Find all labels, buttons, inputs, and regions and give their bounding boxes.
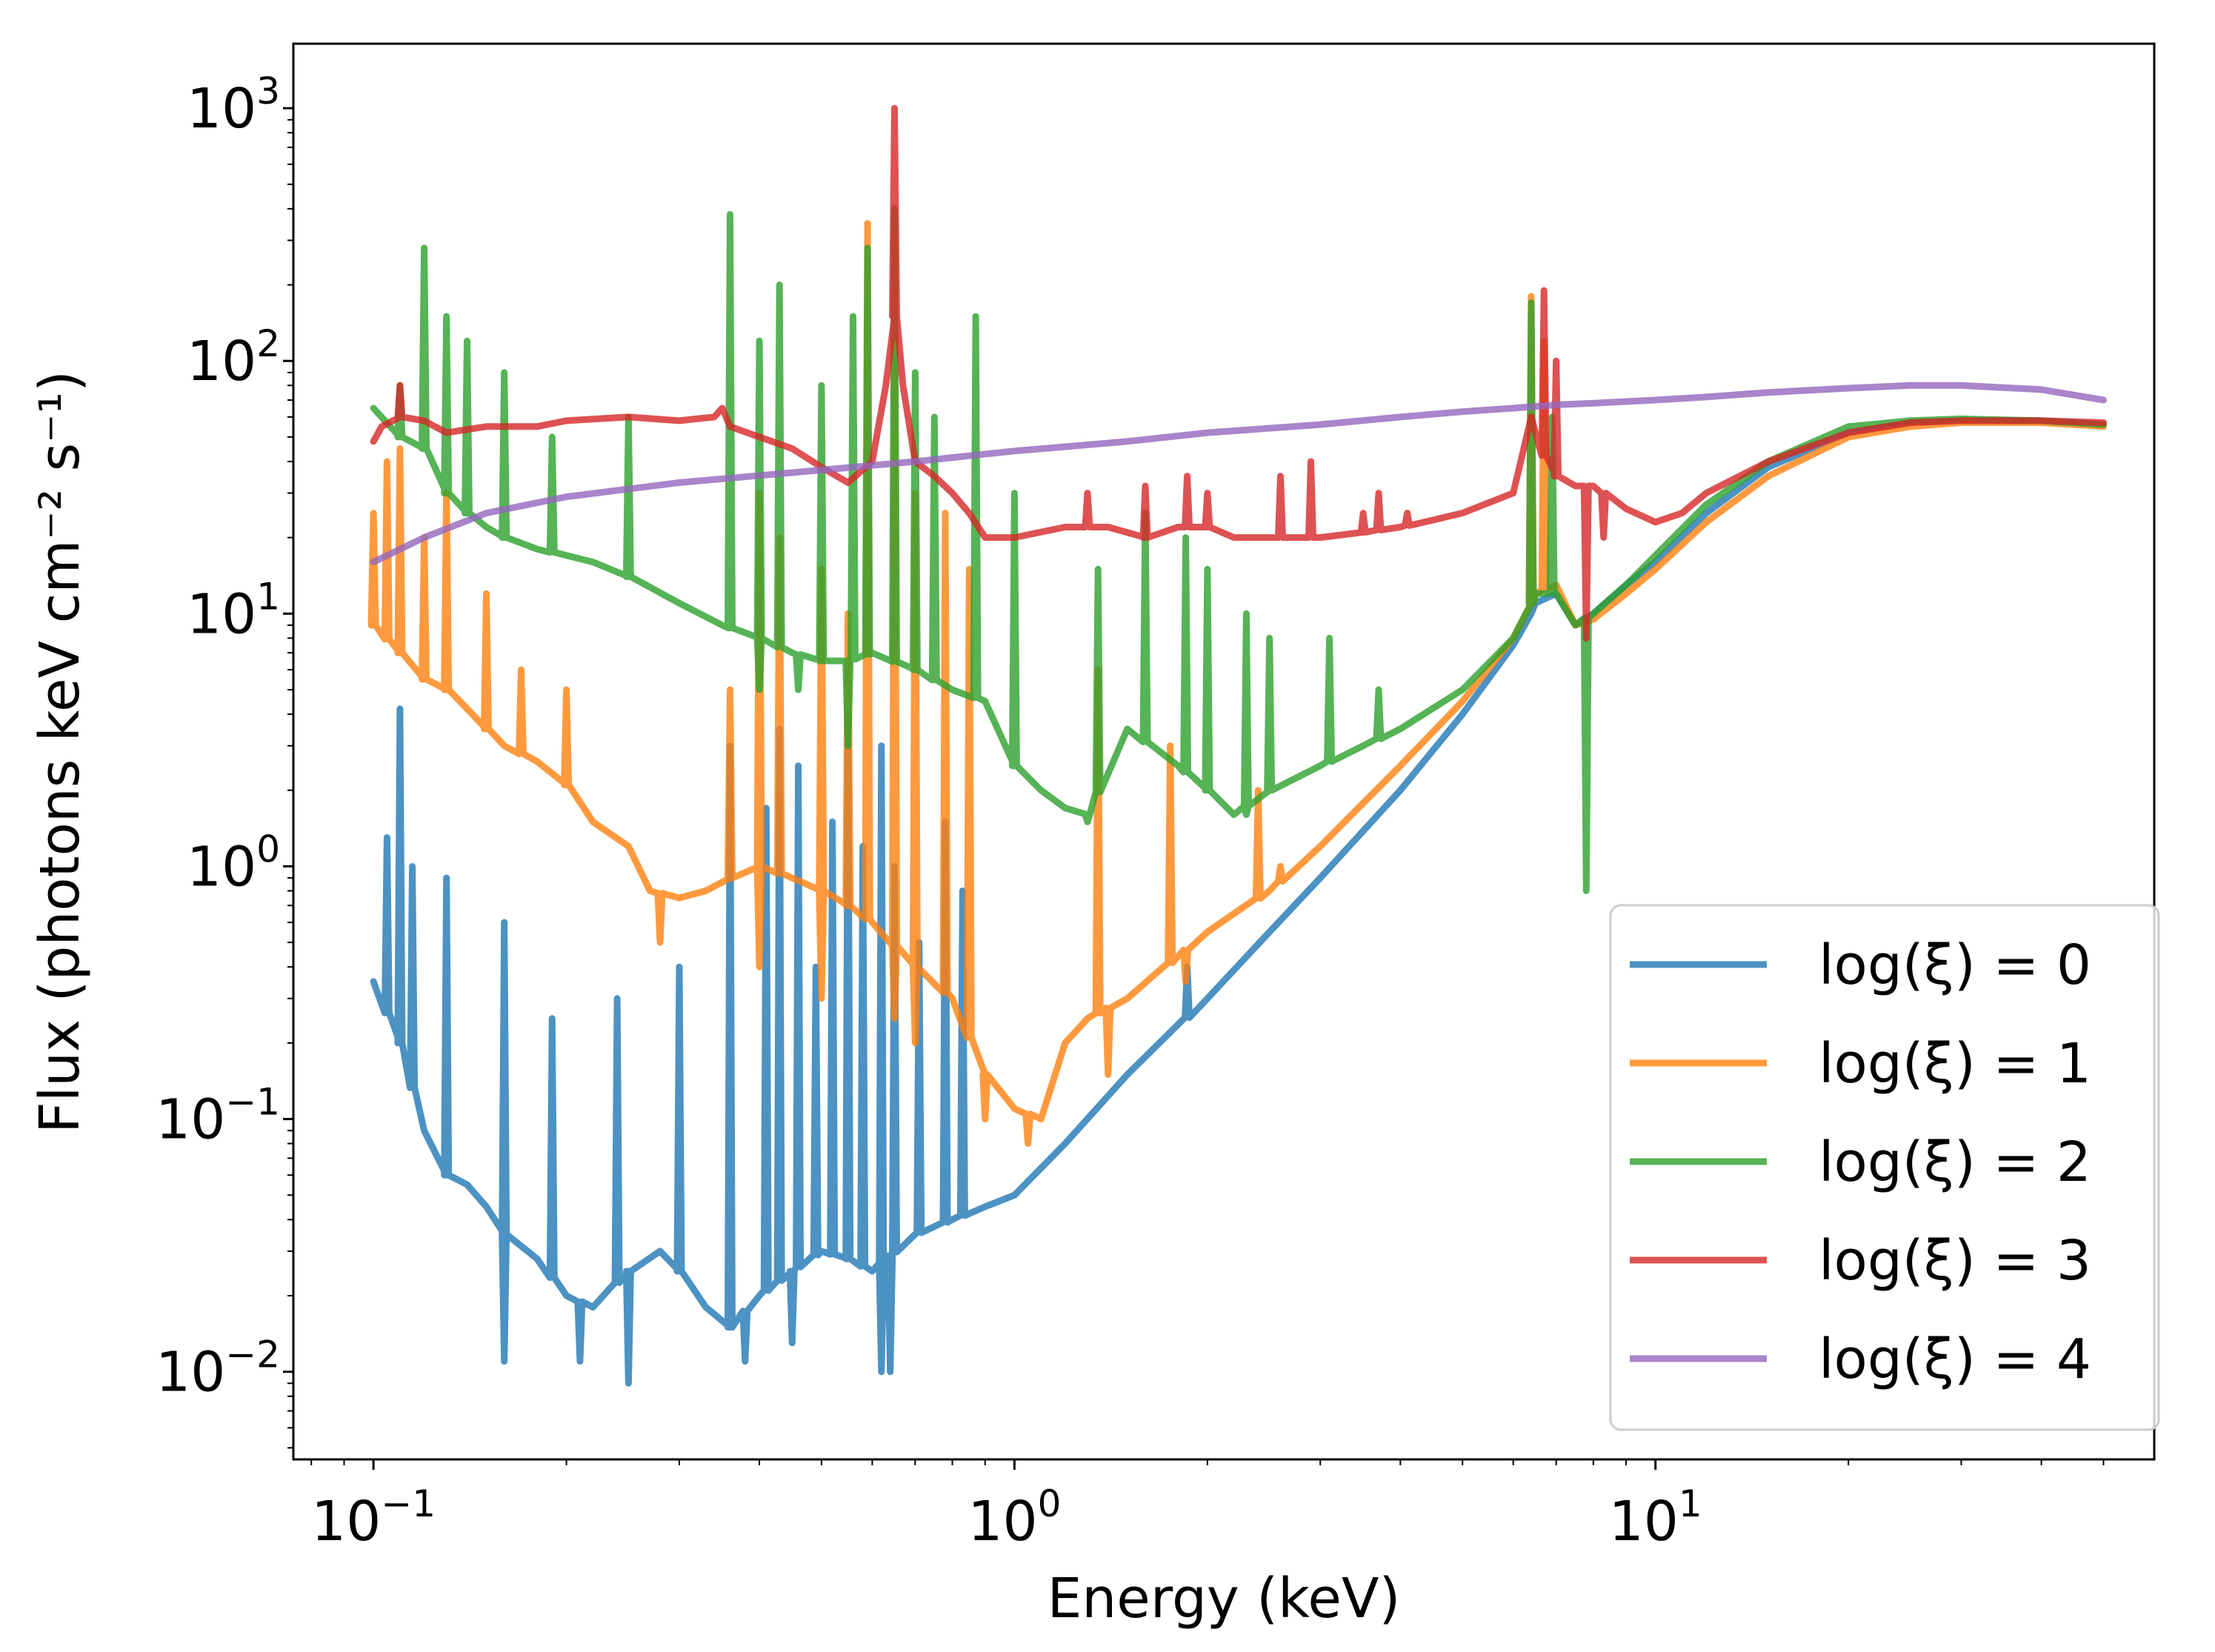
y-tick-base: 10 [187, 77, 256, 141]
y-tick-exponent: −1 [225, 1081, 280, 1124]
y-tick-label: 102 [187, 322, 280, 393]
series-layer [367, 104, 2107, 1387]
y-tick-exponent: 3 [256, 70, 280, 113]
legend-label-3: log(ξ) = 3 [1819, 1229, 2091, 1293]
y-tick-label: 10−1 [156, 1081, 280, 1152]
x-tick-exponent: −1 [381, 1482, 436, 1525]
x-tick-exponent: 0 [1038, 1482, 1062, 1525]
x-tick-exponent: 1 [1679, 1482, 1702, 1525]
legend-box [1609, 904, 2160, 1431]
series-line-4 [370, 382, 2107, 566]
x-tick-base: 10 [1609, 1490, 1679, 1553]
legend-label-4: log(ξ) = 4 [1819, 1328, 2091, 1391]
y-minor-ticks [287, 119, 293, 1449]
y-tick-label: 101 [187, 575, 280, 646]
y-tick-exponent: 0 [256, 827, 280, 870]
plot-frame [292, 42, 2156, 1461]
y-tick-exponent: 2 [256, 322, 280, 365]
series-line-0 [370, 417, 2107, 1387]
y-tick-exponent: −2 [225, 1333, 280, 1376]
y-tick-label: 100 [187, 827, 280, 899]
series-line-1 [367, 220, 2107, 1148]
y-tick-base: 10 [187, 835, 256, 899]
legend-label-2: log(ξ) = 2 [1819, 1130, 2091, 1194]
x-axis-label: Energy (keV) [1047, 1567, 1401, 1631]
legend-label-1: log(ξ) = 1 [1819, 1032, 2091, 1096]
x-tick-base: 10 [311, 1490, 381, 1553]
x-tick-label: 10−1 [311, 1482, 436, 1553]
x-tick-base: 10 [967, 1490, 1037, 1553]
x-tick-label: 101 [1609, 1482, 1702, 1553]
legend: log(ξ) = 0 log(ξ) = 1 log(ξ) = 2 log(ξ) = 3… [1609, 904, 2160, 1431]
y-tick-base: 10 [187, 582, 256, 646]
series-line-2 [370, 205, 2107, 894]
series-line-3 [370, 104, 2107, 642]
y-tick-base: 10 [156, 1341, 225, 1405]
x-tick-label: 100 [967, 1482, 1061, 1553]
y-tick-exponent: 1 [256, 575, 280, 618]
y-tick-label: 10−2 [156, 1333, 280, 1405]
y-tick-base: 10 [156, 1088, 225, 1152]
legend-label-0: log(ξ) = 0 [1819, 933, 2091, 997]
x-minor-ticks [310, 1459, 2105, 1465]
y-tick-base: 10 [187, 330, 256, 393]
x-axis-ticks: 10−1 100 101 [311, 1459, 1702, 1553]
y-axis-label: Flux (photons keV cm⁻² s⁻¹) [28, 370, 92, 1133]
y-tick-label: 103 [187, 70, 280, 141]
